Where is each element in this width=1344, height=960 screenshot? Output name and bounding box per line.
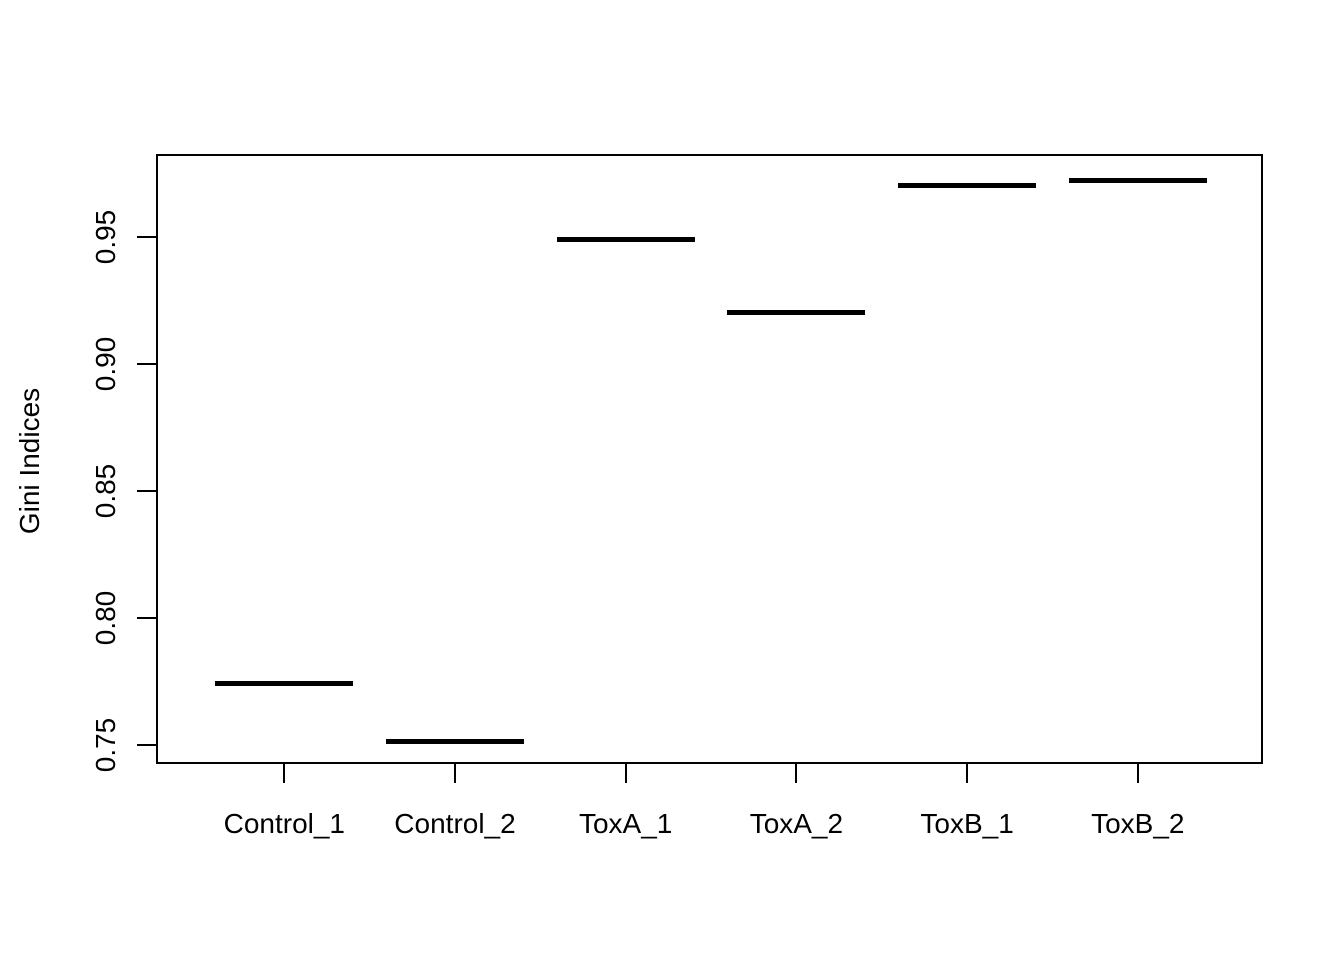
y-axis-tick bbox=[137, 362, 157, 365]
median-line-toxb_1 bbox=[898, 183, 1037, 189]
x-axis-tick bbox=[795, 763, 798, 783]
x-tick-label-control_1: Control_1 bbox=[223, 808, 345, 839]
x-tick-label-toxb_1: ToxB_1 bbox=[920, 808, 1014, 839]
x-axis-tick bbox=[966, 763, 969, 783]
y-axis-tick bbox=[137, 743, 157, 746]
x-axis-tick bbox=[624, 763, 627, 783]
median-line-toxa_2 bbox=[727, 310, 866, 316]
median-line-toxa_1 bbox=[556, 236, 695, 242]
x-tick-label-toxa_1: ToxA_1 bbox=[578, 808, 673, 839]
median-line-control_1 bbox=[215, 681, 354, 687]
y-tick-label: 0.75 bbox=[90, 717, 121, 772]
x-axis-tick bbox=[454, 763, 456, 783]
y-axis-tick bbox=[137, 235, 157, 238]
y-tick-label: 0.80 bbox=[90, 590, 121, 645]
x-tick-label-control_2: Control_2 bbox=[394, 808, 516, 839]
median-line-toxb_2 bbox=[1068, 178, 1207, 184]
y-tick-label: 0.85 bbox=[90, 463, 121, 518]
y-tick-label: 0.95 bbox=[90, 209, 121, 264]
median-line-control_2 bbox=[386, 739, 524, 745]
y-axis-tick bbox=[137, 616, 157, 619]
plot-area-border bbox=[156, 154, 1263, 764]
y-tick-label: 0.90 bbox=[90, 336, 121, 391]
x-axis-tick bbox=[1136, 763, 1139, 783]
x-tick-label-toxa_2: ToxA_2 bbox=[749, 808, 844, 839]
y-axis-title: Gini Indices bbox=[14, 387, 45, 535]
x-axis-tick bbox=[283, 763, 286, 783]
y-axis-tick bbox=[137, 489, 157, 492]
x-tick-label-toxb_2: ToxB_2 bbox=[1091, 808, 1185, 839]
